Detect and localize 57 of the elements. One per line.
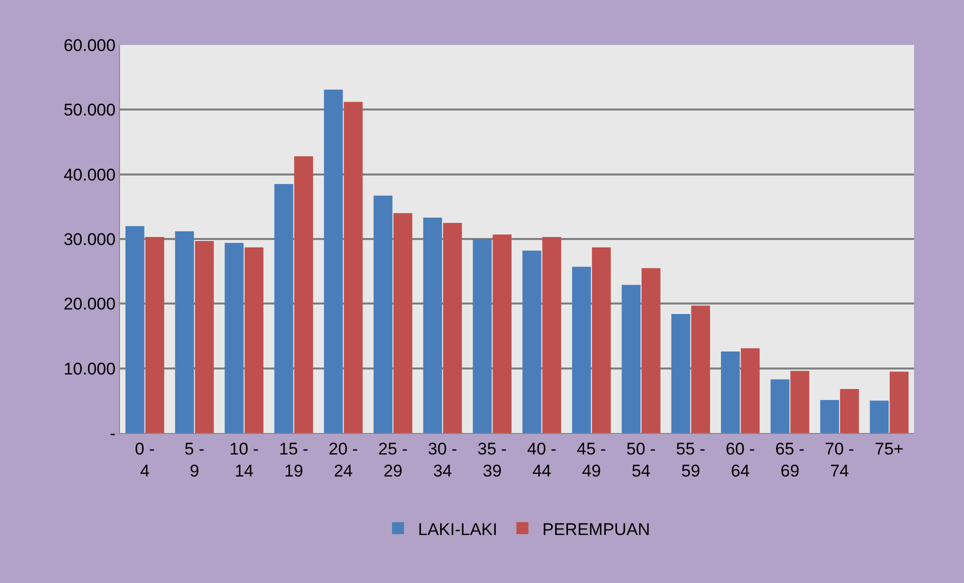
bar xyxy=(125,226,144,433)
legend-label: LAKI-LAKI xyxy=(418,520,498,539)
bar xyxy=(393,213,412,433)
x-tick-label: 15 - 19 xyxy=(279,439,308,480)
x-tick-label: 5 - 9 xyxy=(184,439,204,480)
x-tick-label: 25 - 29 xyxy=(378,439,408,480)
y-tick-label: 10.000 xyxy=(64,359,116,378)
bar xyxy=(642,268,660,433)
x-tick-label: 35 - 39 xyxy=(478,439,507,480)
y-tick-label: - xyxy=(110,424,116,443)
bar xyxy=(344,102,363,433)
x-tick-label: 45 - 49 xyxy=(576,439,606,480)
bar xyxy=(145,237,164,433)
bar xyxy=(194,240,214,433)
bar xyxy=(492,234,512,433)
y-tick-label: 50.000 xyxy=(64,100,116,120)
y-tick-label: 40.000 xyxy=(64,165,116,184)
bar xyxy=(274,184,294,433)
bar xyxy=(294,156,314,433)
y-tick-label: 20.000 xyxy=(64,294,116,314)
x-tick-label: 70 - 74 xyxy=(824,439,854,480)
legend-label: PEREMPUAN xyxy=(542,520,650,539)
bar xyxy=(870,400,889,433)
bar xyxy=(324,90,343,433)
x-tick-label: 55 - 59 xyxy=(676,439,706,480)
x-tick-label: 60 - 64 xyxy=(726,439,755,480)
bar xyxy=(443,222,462,433)
bar xyxy=(542,237,562,433)
bar xyxy=(890,372,909,433)
x-tick-label: 10 - 14 xyxy=(229,439,259,480)
bar xyxy=(522,250,542,433)
bar xyxy=(720,352,740,433)
bar xyxy=(472,239,492,433)
x-tick-label: 50 - 54 xyxy=(626,439,656,480)
x-tick-label: 0 - 4 xyxy=(134,439,155,480)
bar xyxy=(244,247,264,433)
bar xyxy=(592,247,611,433)
x-tick-label: 30 - 34 xyxy=(428,439,458,480)
bar xyxy=(820,400,840,433)
x-tick-label: 40 - 44 xyxy=(527,439,556,480)
x-tick-label: 65 - 69 xyxy=(775,439,805,480)
y-tick-label: 60.000 xyxy=(64,36,116,55)
bar xyxy=(622,284,641,433)
y-tick-label: 30.000 xyxy=(64,230,116,249)
bar xyxy=(790,370,810,433)
bar xyxy=(691,306,710,433)
x-tick-label: 20 - 24 xyxy=(328,439,358,480)
bar xyxy=(840,389,859,433)
bar xyxy=(572,266,591,433)
bar xyxy=(423,218,442,433)
bar xyxy=(374,196,392,433)
bar xyxy=(740,348,760,433)
bar xyxy=(671,314,690,433)
bar xyxy=(770,379,790,433)
bar xyxy=(175,231,194,433)
bar xyxy=(224,242,244,433)
x-tick-label: 75+ xyxy=(874,439,904,458)
